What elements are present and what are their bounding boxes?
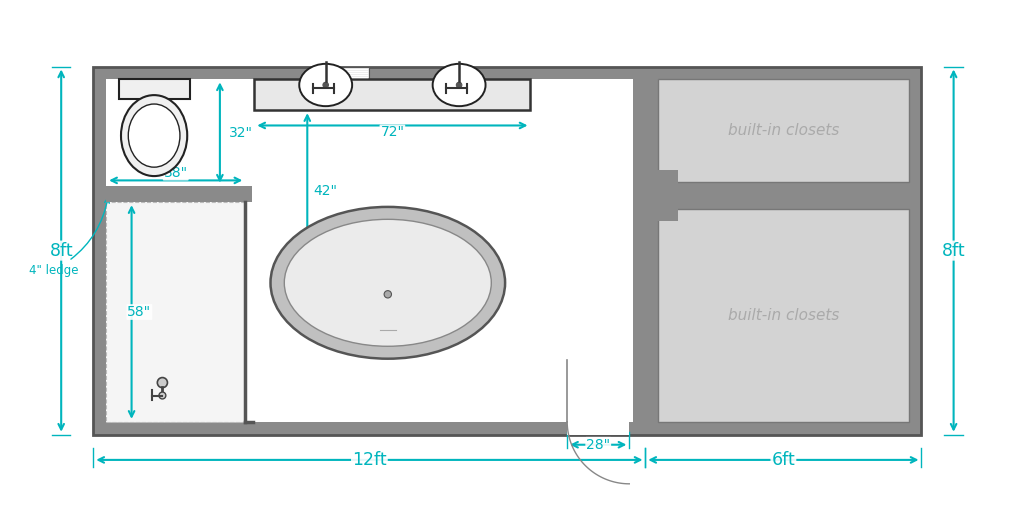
Text: 8ft: 8ft — [49, 242, 73, 260]
Text: 32": 32" — [228, 126, 253, 140]
Polygon shape — [254, 79, 530, 110]
Polygon shape — [633, 170, 678, 221]
Text: 58": 58" — [127, 305, 152, 319]
Text: 12ft: 12ft — [352, 451, 387, 469]
Polygon shape — [633, 79, 658, 422]
Text: 60": 60" — [376, 266, 399, 280]
Polygon shape — [658, 182, 908, 209]
Polygon shape — [658, 79, 908, 422]
Ellipse shape — [121, 95, 187, 176]
Polygon shape — [658, 79, 908, 182]
Text: built-in closets: built-in closets — [728, 308, 839, 323]
Ellipse shape — [433, 64, 485, 106]
Text: 34": 34" — [688, 124, 712, 138]
Ellipse shape — [323, 82, 329, 88]
Ellipse shape — [128, 104, 180, 167]
Polygon shape — [106, 185, 252, 202]
Polygon shape — [658, 209, 908, 422]
Ellipse shape — [299, 64, 352, 106]
Text: 6ft: 6ft — [771, 451, 796, 469]
Ellipse shape — [285, 219, 492, 346]
Polygon shape — [93, 66, 922, 435]
Text: 8ft: 8ft — [942, 242, 966, 260]
Ellipse shape — [457, 82, 462, 88]
Text: 38": 38" — [164, 166, 187, 180]
Polygon shape — [106, 202, 245, 422]
Polygon shape — [119, 79, 190, 99]
Polygon shape — [309, 66, 370, 79]
Text: 4" ledge: 4" ledge — [29, 198, 110, 277]
Text: 28": 28" — [586, 438, 610, 452]
Text: 42": 42" — [313, 184, 338, 198]
Ellipse shape — [158, 377, 168, 388]
Ellipse shape — [270, 207, 505, 359]
Text: 48": 48" — [859, 244, 883, 258]
Ellipse shape — [384, 290, 391, 298]
Polygon shape — [567, 422, 630, 435]
Text: built-in closets: built-in closets — [728, 123, 839, 138]
Polygon shape — [106, 79, 633, 422]
Text: 72": 72" — [380, 125, 404, 140]
Ellipse shape — [159, 392, 166, 399]
